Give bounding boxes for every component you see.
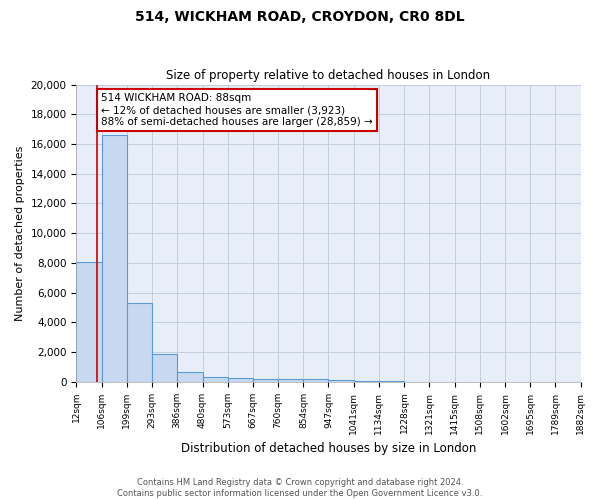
- Title: Size of property relative to detached houses in London: Size of property relative to detached ho…: [166, 69, 491, 82]
- Bar: [278, 380, 304, 382]
- Text: Contains HM Land Registry data © Crown copyright and database right 2024.
Contai: Contains HM Land Registry data © Crown c…: [118, 478, 482, 498]
- Bar: [253, 379, 278, 382]
- Bar: [203, 377, 227, 382]
- Bar: [354, 381, 379, 382]
- X-axis label: Distribution of detached houses by size in London: Distribution of detached houses by size …: [181, 442, 476, 455]
- Bar: [227, 378, 253, 382]
- Text: 514 WICKHAM ROAD: 88sqm
← 12% of detached houses are smaller (3,923)
88% of semi: 514 WICKHAM ROAD: 88sqm ← 12% of detache…: [101, 94, 373, 126]
- Bar: [102, 135, 127, 382]
- Bar: [177, 372, 203, 382]
- Text: 514, WICKHAM ROAD, CROYDON, CR0 8DL: 514, WICKHAM ROAD, CROYDON, CR0 8DL: [135, 10, 465, 24]
- Bar: [304, 379, 328, 382]
- Bar: [127, 303, 152, 382]
- Y-axis label: Number of detached properties: Number of detached properties: [15, 146, 25, 321]
- Bar: [76, 262, 102, 382]
- Bar: [328, 380, 354, 382]
- Bar: [152, 354, 177, 382]
